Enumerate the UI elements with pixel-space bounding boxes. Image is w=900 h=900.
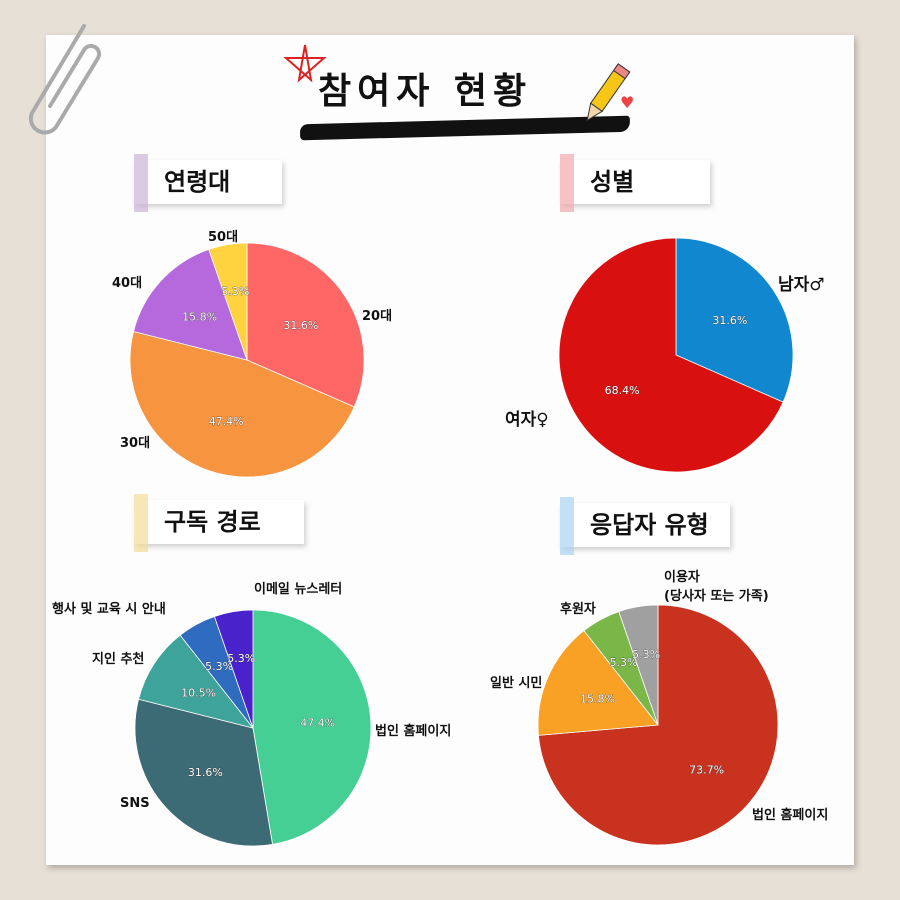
category-label: 후원자 [560, 602, 596, 617]
slice-percent-label: 31.6% [283, 319, 318, 332]
pie-slice [213, 609, 254, 729]
pie-slice [537, 630, 659, 736]
category-label: 이메일 뉴스레터 [254, 582, 343, 597]
slice-percent-label: 5.3% [632, 648, 660, 661]
tape [134, 154, 148, 212]
category-label: 40대 [112, 276, 143, 291]
chart-title-channel: 구독 경로 [134, 494, 304, 552]
tape [560, 154, 574, 212]
chart-title-age: 연령대 [134, 154, 282, 212]
svg-text:♥: ♥ [620, 93, 634, 112]
chart-title-text: 연령대 [164, 168, 231, 196]
category-label: 이용자 (당사자 또는 가족) [664, 570, 769, 604]
slice-percent-label: 10.5% [181, 687, 216, 700]
pie-slice [133, 248, 248, 361]
category-label: 20대 [362, 309, 393, 324]
slice-percent-label: 5.3% [610, 656, 638, 669]
category-label: 남자♂ [778, 275, 825, 295]
category-label: 30대 [120, 436, 151, 451]
pie-slice [252, 609, 372, 845]
chart-title-respondent: 응답자 유형 [560, 497, 730, 555]
chart-title-text: 성별 [590, 168, 635, 196]
slice-percent-label: 5.3% [221, 285, 249, 298]
slice-percent-label: 73.7% [689, 764, 724, 777]
pie-slice [618, 604, 659, 726]
category-label: 지인 추천 [92, 652, 145, 667]
category-label: 법인 홈페이지 [375, 724, 452, 739]
category-label: 행사 및 교육 시 안내 [52, 602, 166, 617]
pie-slice [129, 330, 355, 478]
slice-percent-label: 5.3% [205, 660, 233, 673]
pie-slice [208, 242, 248, 361]
chart-title-gender: 성별 [560, 154, 710, 212]
category-label: SNS [120, 796, 150, 811]
page-title: 참여자 현황 [318, 71, 533, 112]
pencil-icon: ♥ [586, 63, 634, 122]
pie-slice [558, 237, 784, 473]
star-doodle-icon [283, 44, 327, 83]
slice-percent-label: 5.3% [227, 652, 255, 665]
pie-slice [675, 237, 794, 403]
tape [134, 494, 148, 552]
pie-slice [138, 634, 255, 729]
category-label: 여자♀ [505, 410, 549, 430]
category-label: 법인 홈페이지 [752, 808, 829, 823]
paperclip-icon [28, 24, 102, 135]
slice-percent-label: 47.4% [209, 415, 244, 428]
chart-title-text: 구독 경로 [164, 508, 261, 536]
slice-percent-label: 15.8% [182, 311, 217, 324]
pie-slice [134, 698, 273, 847]
tape [560, 497, 574, 555]
slice-percent-label: 15.8% [580, 693, 615, 706]
category-label: 일반 시민 [490, 676, 543, 691]
pie-slice [246, 242, 365, 408]
chart-title-text: 응답자 유형 [590, 511, 709, 539]
slice-percent-label: 47.4% [300, 717, 335, 730]
slice-percent-label: 31.6% [712, 314, 747, 327]
slice-percent-label: 68.4% [605, 384, 640, 397]
category-label: 50대 [208, 230, 239, 245]
slice-percent-label: 31.6% [188, 766, 223, 779]
